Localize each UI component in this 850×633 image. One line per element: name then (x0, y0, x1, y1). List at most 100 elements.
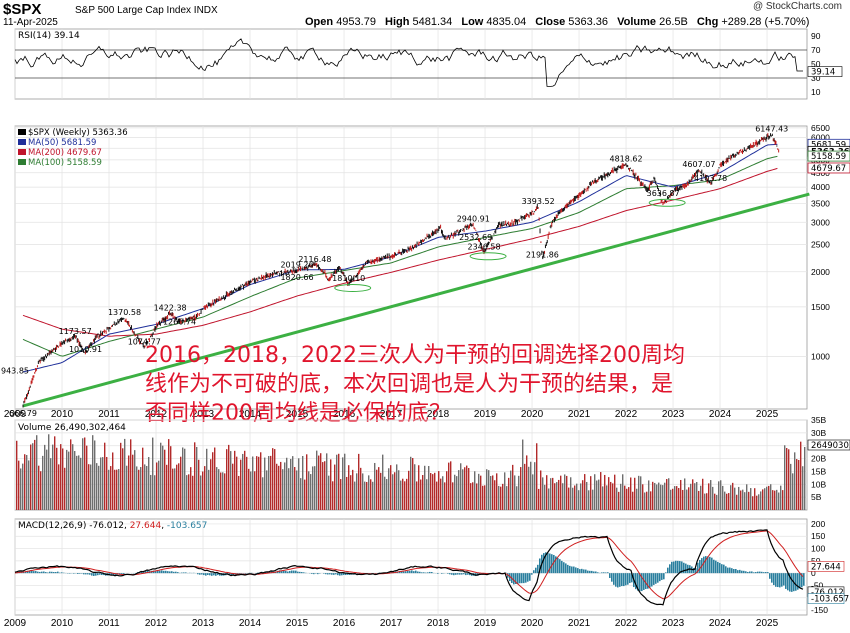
volume-bar (178, 463, 180, 510)
volume-bar (180, 456, 182, 510)
volume-bar (522, 439, 524, 510)
volume-bar (232, 463, 234, 510)
macd-hist-bar (163, 570, 165, 574)
volume-bar (18, 460, 20, 510)
macd-hist-bar (87, 573, 89, 575)
volume-bar (150, 474, 152, 510)
macd-hist-bar (33, 571, 35, 574)
x-tick-label: 2014 (239, 618, 262, 629)
volume-bar (678, 488, 680, 510)
macd-hist-bar (773, 573, 775, 586)
volume-bar (162, 445, 164, 510)
price-annotation: 1810.10 (332, 274, 365, 283)
macd-hist-bar (703, 556, 705, 574)
macd-hist-bar (167, 571, 169, 574)
volume-bar (226, 449, 228, 510)
macd-hist-bar (641, 573, 643, 592)
macd-hist-bar (723, 564, 725, 574)
rsi-y-tick-label: 90 (811, 31, 821, 41)
volume-bar (468, 468, 470, 510)
macd-hist-bar (291, 570, 293, 574)
volume-bar (224, 473, 226, 510)
volume-bar (666, 479, 668, 510)
volume-bar (22, 463, 24, 510)
volume-bar (202, 471, 204, 510)
volume-bar (660, 484, 662, 510)
x-tick-label: 2016 (333, 409, 356, 420)
volume-bar (768, 485, 770, 510)
volume-bar (124, 438, 126, 510)
macd-hist-bar (345, 573, 347, 576)
macd-hist-bar (607, 572, 609, 574)
volume-bar (570, 477, 572, 510)
exchange: INDX (193, 5, 218, 16)
close-value: 5363.36 (568, 16, 609, 28)
macd-hist-bar (631, 573, 633, 583)
volume-value: 26.5B (659, 16, 688, 28)
volume-bar (710, 480, 712, 510)
x-tick-label: 2009 (4, 618, 27, 629)
volume-bar (756, 495, 758, 510)
macd-hist-bar (111, 573, 113, 576)
legend-entry: MA(100) 5158.59 (28, 158, 102, 168)
volume-bar (682, 489, 684, 510)
volume-bar (740, 490, 742, 510)
volume-bar (38, 465, 40, 510)
volume-bar (246, 456, 248, 510)
volume-bar (304, 479, 306, 510)
volume-bar (362, 473, 364, 510)
volume-bar (730, 485, 732, 510)
macd-hist-bar (563, 562, 565, 574)
price-y-tick-label: 2500 (811, 240, 830, 250)
macd-hist-bar (287, 571, 289, 574)
volume-bar (520, 467, 522, 510)
volume-bar (156, 462, 158, 510)
volume-bar (680, 479, 682, 510)
macd-hist-bar (303, 572, 305, 574)
macd-hist-bar (37, 571, 39, 574)
volume-bar (134, 450, 136, 510)
volume-bar (234, 450, 236, 510)
price-annotation: 4818.62 (609, 154, 642, 163)
macd-hist-bar (461, 573, 463, 575)
x-tick-label: 2012 (145, 409, 168, 420)
x-tick-label: 2018 (427, 409, 450, 420)
macd-hist-bar (759, 571, 761, 574)
volume-bar (482, 485, 484, 510)
macd-hist-bar (625, 573, 627, 586)
macd-hist-bar (623, 573, 625, 587)
volume-bar (642, 484, 644, 510)
volume-bar (346, 476, 348, 510)
volume-bar (716, 494, 718, 510)
volume-bar (624, 485, 626, 510)
volume-bar (744, 492, 746, 510)
macd-label: MACD(12,26,9) -76.012, 27.644, -103.657 (18, 521, 207, 531)
macd-hist-bar (463, 573, 465, 575)
macd-hist-bar (431, 571, 433, 574)
volume-bar (800, 441, 802, 510)
macd-hist-bar (667, 567, 669, 574)
macd-hist-bar (685, 563, 687, 574)
macd-hist-bar (405, 571, 407, 574)
macd-hist-bar (91, 573, 93, 576)
macd-hist-bar (335, 573, 337, 575)
volume-bar (320, 453, 322, 510)
volume-bar (46, 449, 48, 510)
price-annotation: 1422.38 (154, 303, 187, 312)
macd-hist-bar (571, 566, 573, 574)
volume-bar (236, 456, 238, 510)
macd-hist-bar (779, 573, 781, 588)
macd-hist-bar (255, 573, 257, 574)
macd-signal-line (14, 530, 804, 600)
macd-hist-bar (653, 573, 655, 585)
volume-bar (788, 449, 790, 510)
macd-hist-bar (31, 570, 33, 574)
macd-hist-bar (451, 573, 453, 575)
volume-bar (424, 465, 426, 510)
volume-bar (594, 474, 596, 510)
volume-bar (782, 490, 784, 510)
volume-bar (790, 463, 792, 510)
volume-bar (264, 457, 266, 510)
volume-bar (650, 491, 652, 510)
price-y-tick-label: 2000 (811, 267, 830, 277)
